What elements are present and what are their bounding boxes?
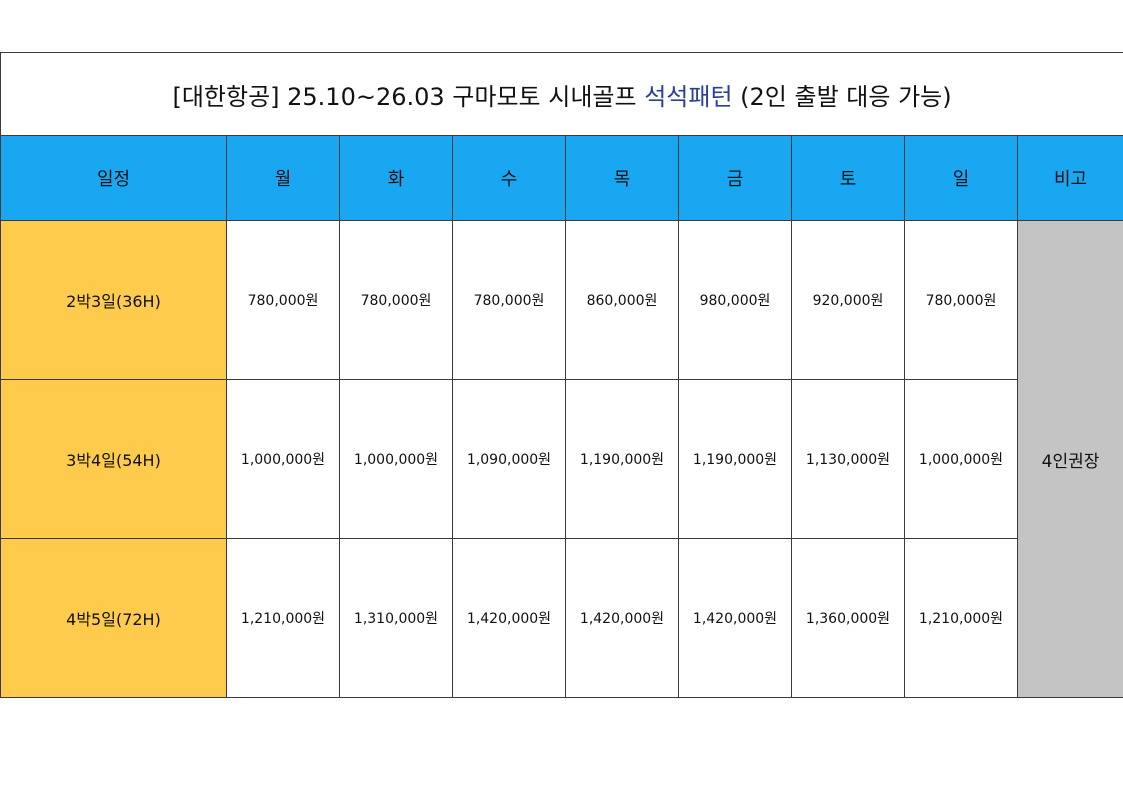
note-cell: 4인권장	[1016, 220, 1123, 698]
price-cell: 1,090,000원	[452, 379, 566, 539]
header-sat: 토	[791, 135, 905, 221]
header-period: 일정	[0, 135, 227, 221]
title-row: [대한항공] 25.10~26.03 구마모토 시내골프 석석패턴 (2인 출발…	[0, 52, 1123, 136]
table-row: 4박5일(72H) 1,210,000원 1,310,000원 1,420,00…	[0, 538, 1123, 698]
price-cell: 1,190,000원	[678, 379, 792, 539]
price-cell: 1,310,000원	[339, 538, 453, 698]
header-wed: 수	[452, 135, 566, 221]
title-suffix: (2인 출발 대응 가능)	[732, 82, 952, 111]
price-cell: 1,210,000원	[226, 538, 340, 698]
price-cell: 1,130,000원	[791, 379, 905, 539]
price-cell: 780,000원	[452, 220, 566, 380]
period-cell: 4박5일(72H)	[0, 538, 227, 698]
title-prefix: [대한항공] 25.10~26.03 구마모토 시내골프	[172, 82, 645, 111]
price-table: [대한항공] 25.10~26.03 구마모토 시내골프 석석패턴 (2인 출발…	[0, 52, 1123, 698]
price-cell: 1,210,000원	[904, 538, 1018, 698]
price-cell: 1,420,000원	[452, 538, 566, 698]
table-row: 3박4일(54H) 1,000,000원 1,000,000원 1,090,00…	[0, 379, 1123, 539]
price-cell: 1,360,000원	[791, 538, 905, 698]
price-cell: 780,000원	[226, 220, 340, 380]
period-cell: 3박4일(54H)	[0, 379, 227, 539]
header-fri: 금	[678, 135, 792, 221]
header-thu: 목	[565, 135, 679, 221]
price-cell: 780,000원	[904, 220, 1018, 380]
table-title: [대한항공] 25.10~26.03 구마모토 시내골프 석석패턴 (2인 출발…	[0, 52, 1123, 136]
header-tue: 화	[339, 135, 453, 221]
title-accent: 석석패턴	[644, 82, 733, 111]
price-cell: 1,000,000원	[339, 379, 453, 539]
price-cell: 1,190,000원	[565, 379, 679, 539]
period-cell: 2박3일(36H)	[0, 220, 227, 380]
price-cell: 1,420,000원	[678, 538, 792, 698]
price-cell: 1,000,000원	[904, 379, 1018, 539]
table-row: 2박3일(36H) 780,000원 780,000원 780,000원 860…	[0, 220, 1123, 698]
header-mon: 월	[226, 135, 340, 221]
header-row: 일정 월 화 수 목 금 토 일 비고	[0, 135, 1123, 221]
header-note: 비고	[1016, 135, 1123, 221]
price-cell: 860,000원	[565, 220, 679, 380]
price-cell: 1,000,000원	[226, 379, 340, 539]
price-cell: 920,000원	[791, 220, 905, 380]
price-cell: 1,420,000원	[565, 538, 679, 698]
price-cell: 780,000원	[339, 220, 453, 380]
header-sun: 일	[904, 135, 1018, 221]
price-cell: 980,000원	[678, 220, 792, 380]
